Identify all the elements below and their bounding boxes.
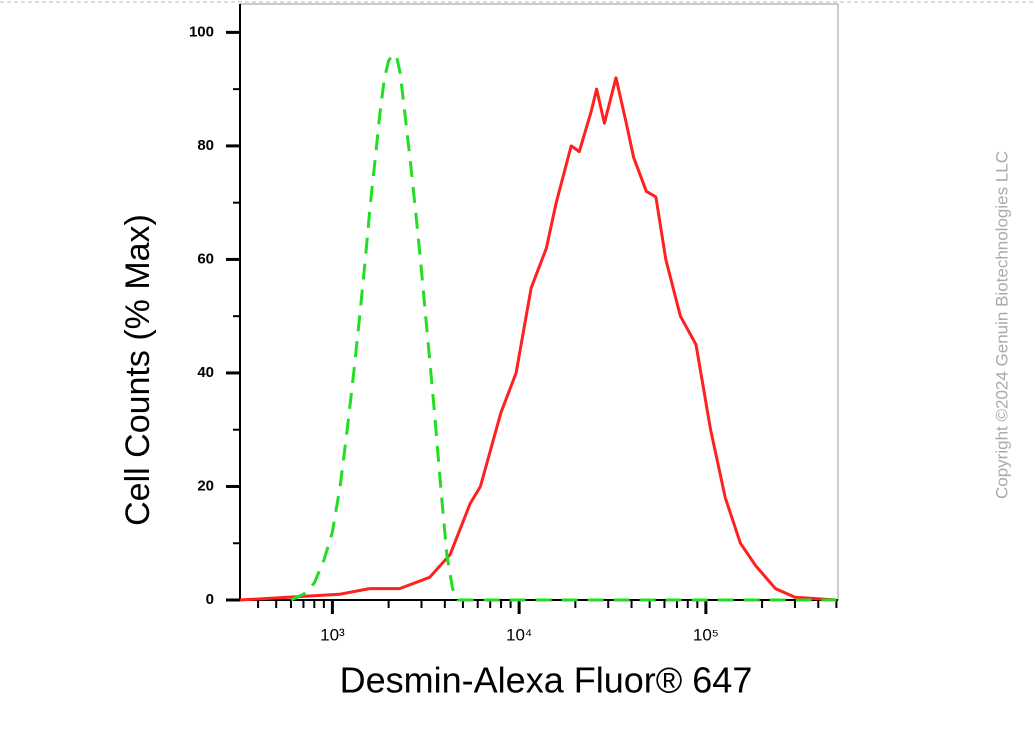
x-tick-label: 10⁴	[506, 625, 532, 644]
watermark: Copyright ©2024 Genuin Biotechnologies L…	[992, 151, 1011, 499]
y-tick-label: 0	[206, 591, 214, 608]
x-tick-label: 10³	[320, 625, 345, 644]
y-tick-label: 80	[197, 137, 214, 154]
y-tick-label: 100	[189, 23, 214, 40]
y-tick-label: 40	[197, 364, 214, 381]
y-tick-label: 60	[197, 250, 214, 267]
x-axis-label: Desmin-Alexa Fluor® 647	[340, 660, 753, 701]
x-tick-label: 10⁵	[693, 625, 719, 644]
series-line	[290, 53, 837, 602]
y-tick-label: 20	[197, 477, 214, 494]
plot-frame	[239, 3, 839, 601]
series-line	[239, 76, 837, 602]
y-axis-label: Cell Counts (% Max)	[119, 214, 157, 526]
